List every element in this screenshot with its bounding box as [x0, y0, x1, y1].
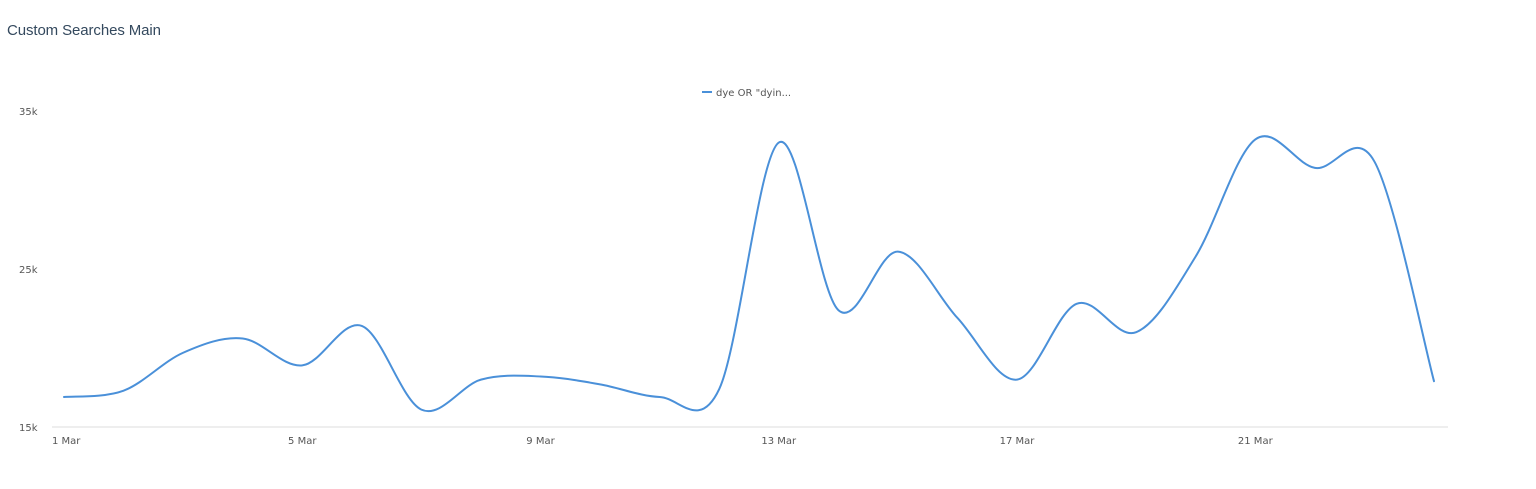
data-point[interactable]	[656, 393, 664, 401]
data-point[interactable]	[417, 406, 425, 414]
data-point[interactable]	[1370, 158, 1378, 166]
data-point[interactable]	[596, 380, 604, 388]
series-layer	[60, 135, 1438, 414]
y-axis: 15k 25k 35k	[19, 107, 38, 434]
data-point[interactable]	[477, 376, 485, 384]
x-axis: 1 Mar 5 Mar 9 Mar 13 Mar 17 Mar 21 Mar	[52, 426, 1448, 447]
y-tick-label: 15k	[19, 423, 38, 434]
x-tick-label: 9 Mar	[526, 436, 555, 447]
data-point[interactable]	[60, 393, 68, 401]
data-point[interactable]	[775, 139, 783, 147]
data-point[interactable]	[1132, 328, 1140, 336]
chart-legend[interactable]: dye OR "dyin...	[702, 88, 791, 99]
data-point[interactable]	[1430, 377, 1438, 385]
x-tick-label: 1 Mar	[52, 436, 81, 447]
data-point[interactable]	[1251, 135, 1259, 143]
data-point[interactable]	[298, 361, 306, 369]
data-point[interactable]	[239, 335, 247, 343]
data-point[interactable]	[1073, 300, 1081, 308]
data-point[interactable]	[1311, 164, 1319, 172]
data-point[interactable]	[953, 314, 961, 322]
widget-title: Custom Searches Main	[7, 22, 161, 39]
data-point[interactable]	[1192, 252, 1200, 260]
data-point[interactable]	[834, 306, 842, 314]
series-line[interactable]	[63, 135, 1435, 413]
y-tick-label: 25k	[19, 265, 38, 276]
data-point[interactable]	[179, 349, 187, 357]
x-tick-label: 21 Mar	[1238, 436, 1274, 447]
x-tick-label: 17 Mar	[1000, 436, 1036, 447]
x-tick-label: 13 Mar	[761, 436, 797, 447]
x-tick-label: 5 Mar	[288, 436, 317, 447]
data-point[interactable]	[358, 322, 366, 330]
data-point[interactable]	[894, 248, 902, 256]
data-point[interactable]	[715, 385, 723, 393]
data-point[interactable]	[537, 372, 545, 380]
data-point[interactable]	[1013, 376, 1021, 384]
legend-label: dye OR "dyin...	[716, 88, 791, 99]
y-tick-label: 35k	[19, 107, 38, 118]
data-point[interactable]	[120, 387, 128, 395]
